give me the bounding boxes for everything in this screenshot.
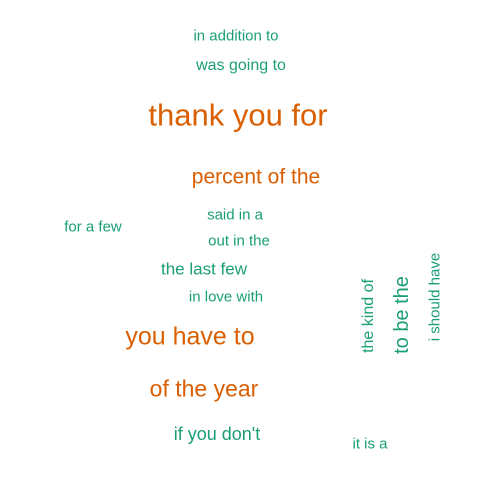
word-of-the-year: of the year xyxy=(149,375,259,402)
word-in-love-with: in love with xyxy=(188,288,264,306)
word-i-should-have: i should have xyxy=(426,252,444,342)
word-was-going-to: was going to xyxy=(196,57,286,74)
word-the-kind-of: the kind of xyxy=(360,279,377,353)
word-you-have-to: you have to xyxy=(125,322,255,351)
word-if-you-dont: if you don't xyxy=(173,424,261,444)
word-thank-you-for: thank you for xyxy=(148,97,328,133)
word-it-is-a: it is a xyxy=(352,435,388,453)
word-out-in-the: out in the xyxy=(208,232,270,250)
word-in-addition-to: in addition to xyxy=(193,27,279,45)
word-said-in-a: said in a xyxy=(207,206,263,224)
word-percent-of-the: percent of the xyxy=(191,165,321,189)
word-to-be-the: to be the xyxy=(391,276,413,354)
word-the-last-few: the last few xyxy=(161,259,247,279)
word-for-a-few: for a few xyxy=(64,218,122,236)
